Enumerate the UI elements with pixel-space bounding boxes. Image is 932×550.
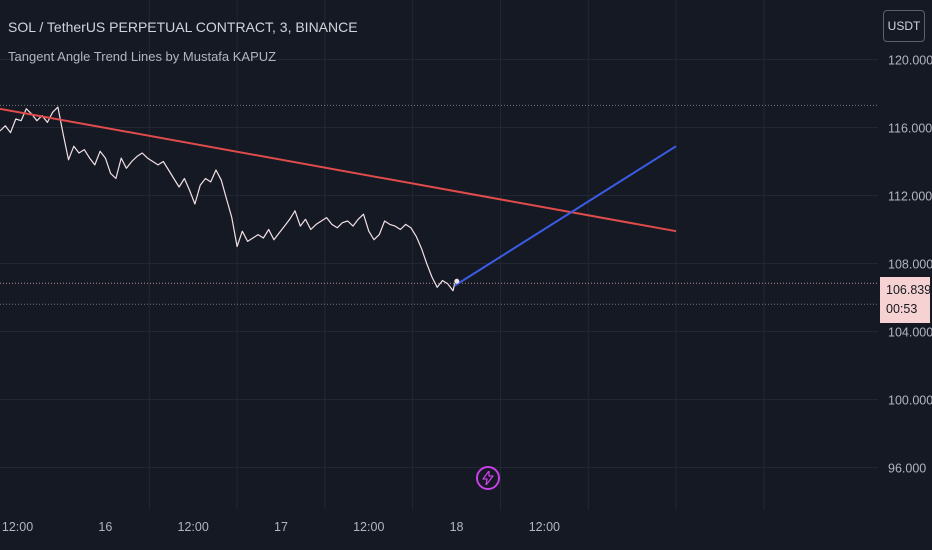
x-tick-label: 16 xyxy=(98,520,112,534)
y-tick-label: 116.000 xyxy=(888,122,932,136)
indicator-title[interactable]: Tangent Angle Trend Lines by Mustafa KAP… xyxy=(8,49,277,64)
y-tick-label: 112.000 xyxy=(888,190,932,204)
last-price-value: 106.839 xyxy=(886,283,932,297)
x-tick-label: 12:00 xyxy=(353,520,384,534)
chart-series xyxy=(0,106,677,292)
downtrend-line xyxy=(0,107,677,233)
y-tick-label: 108.000 xyxy=(888,258,932,272)
x-tick-label: 12:00 xyxy=(529,520,560,534)
x-tick-label: 17 xyxy=(274,520,288,534)
y-tick-label: 104.000 xyxy=(888,326,932,340)
y-tick-label: 100.000 xyxy=(888,394,932,408)
bar-countdown: 00:53 xyxy=(886,302,918,316)
currency-button[interactable]: USDT xyxy=(883,10,925,42)
chart-title: SOL / TetherUS PERPETUAL CONTRACT, 3, BI… xyxy=(8,19,358,35)
lightning-bolt-icon[interactable] xyxy=(476,466,500,490)
x-tick-label: 12:00 xyxy=(2,520,33,534)
price-series-line xyxy=(0,106,456,292)
y-axis-labels: 96.000 100.000 104.000 108.000 112.000 116.00… xyxy=(888,54,932,476)
x-tick-label: 18 xyxy=(450,520,464,534)
last-price-point xyxy=(454,278,460,284)
uptrend-line xyxy=(454,145,677,287)
last-price-tag: 106.839 00:53 xyxy=(880,277,932,323)
y-tick-label: 96.000 xyxy=(888,462,926,476)
x-tick-label: 12:00 xyxy=(178,520,209,534)
x-axis-labels: 12:00 16 12:00 17 12:00 18 12:00 xyxy=(2,520,560,534)
y-tick-label: 120.000 xyxy=(888,54,932,68)
reference-lines xyxy=(0,104,878,305)
chart-grid xyxy=(0,0,878,510)
